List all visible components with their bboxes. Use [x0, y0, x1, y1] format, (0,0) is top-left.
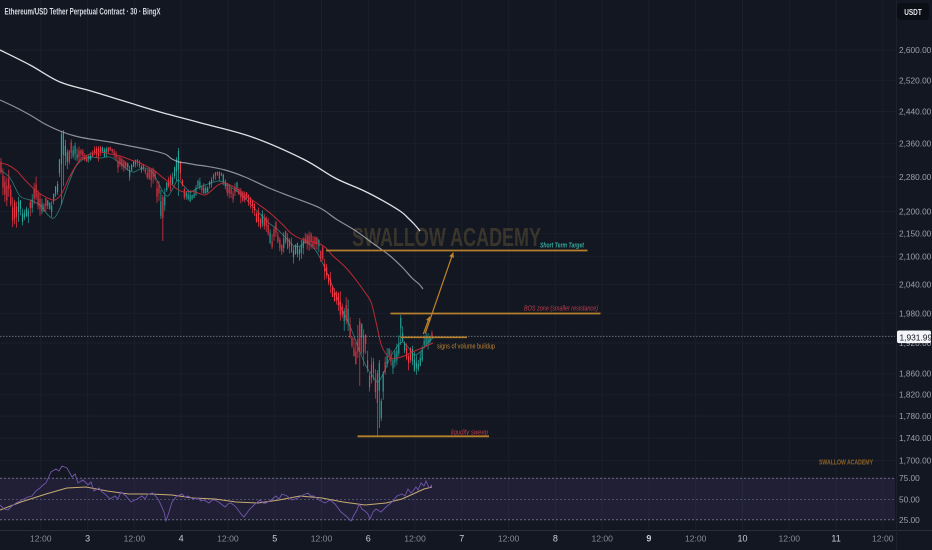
svg-text:12:00: 12:00 [404, 534, 426, 544]
svg-text:6: 6 [366, 534, 371, 544]
svg-text:12:00: 12:00 [779, 534, 801, 544]
svg-text:1,980.00: 1,980.00 [899, 308, 932, 318]
svg-text:1,931.99: 1,931.99 [900, 332, 932, 342]
svg-text:5: 5 [272, 534, 277, 544]
svg-text:liqudity sweep: liqudity sweep [451, 428, 488, 437]
svg-text:2,200.00: 2,200.00 [899, 207, 932, 217]
svg-text:BOS zone (smaller resistance): BOS zone (smaller resistance) [524, 304, 598, 313]
svg-text:25.00: 25.00 [899, 515, 920, 525]
svg-text:12:00: 12:00 [217, 534, 239, 544]
svg-text:SWALLOW ACADEMY: SWALLOW ACADEMY [352, 222, 541, 252]
svg-text:75.00: 75.00 [899, 473, 920, 483]
svg-text:1,820.00: 1,820.00 [899, 390, 932, 400]
svg-text:2,150.00: 2,150.00 [899, 229, 932, 239]
svg-text:8: 8 [553, 534, 558, 544]
svg-text:signs of volume buildup: signs of volume buildup [437, 342, 495, 351]
svg-text:1,700.00: 1,700.00 [899, 456, 932, 466]
svg-text:2,360.00: 2,360.00 [899, 139, 932, 149]
svg-text:12:00: 12:00 [30, 534, 52, 544]
svg-text:1,780.00: 1,780.00 [899, 411, 932, 421]
svg-text:4: 4 [179, 534, 184, 544]
svg-text:2,040.00: 2,040.00 [899, 279, 932, 289]
svg-text:10: 10 [737, 534, 747, 544]
svg-text:2,600.00: 2,600.00 [899, 45, 932, 55]
svg-text:11: 11 [831, 534, 840, 544]
svg-text:12:00: 12:00 [685, 534, 707, 544]
svg-text:SWALLOW ACADEMY: SWALLOW ACADEMY [819, 458, 873, 467]
svg-text:7: 7 [459, 534, 464, 544]
svg-text:Short Term Target: Short Term Target [540, 241, 584, 250]
svg-text:Ethereum/USD Tether Perpetual: Ethereum/USD Tether Perpetual Contract ·… [5, 7, 162, 17]
svg-text:12:00: 12:00 [311, 534, 333, 544]
svg-text:12:00: 12:00 [498, 534, 520, 544]
svg-text:2,100.00: 2,100.00 [899, 251, 932, 261]
svg-text:1,740.00: 1,740.00 [899, 433, 932, 443]
svg-text:9: 9 [646, 534, 651, 544]
svg-text:3: 3 [85, 534, 90, 544]
svg-text:12:00: 12:00 [591, 534, 613, 544]
svg-text:12:00: 12:00 [124, 534, 146, 544]
svg-text:USDT: USDT [904, 8, 922, 17]
svg-text:2,440.00: 2,440.00 [899, 107, 932, 117]
svg-text:12:00: 12:00 [872, 534, 894, 544]
svg-text:1,860.00: 1,860.00 [899, 369, 932, 379]
svg-text:2,520.00: 2,520.00 [899, 75, 932, 85]
svg-text:50.00: 50.00 [899, 495, 920, 505]
svg-text:2,280.00: 2,280.00 [899, 172, 932, 182]
